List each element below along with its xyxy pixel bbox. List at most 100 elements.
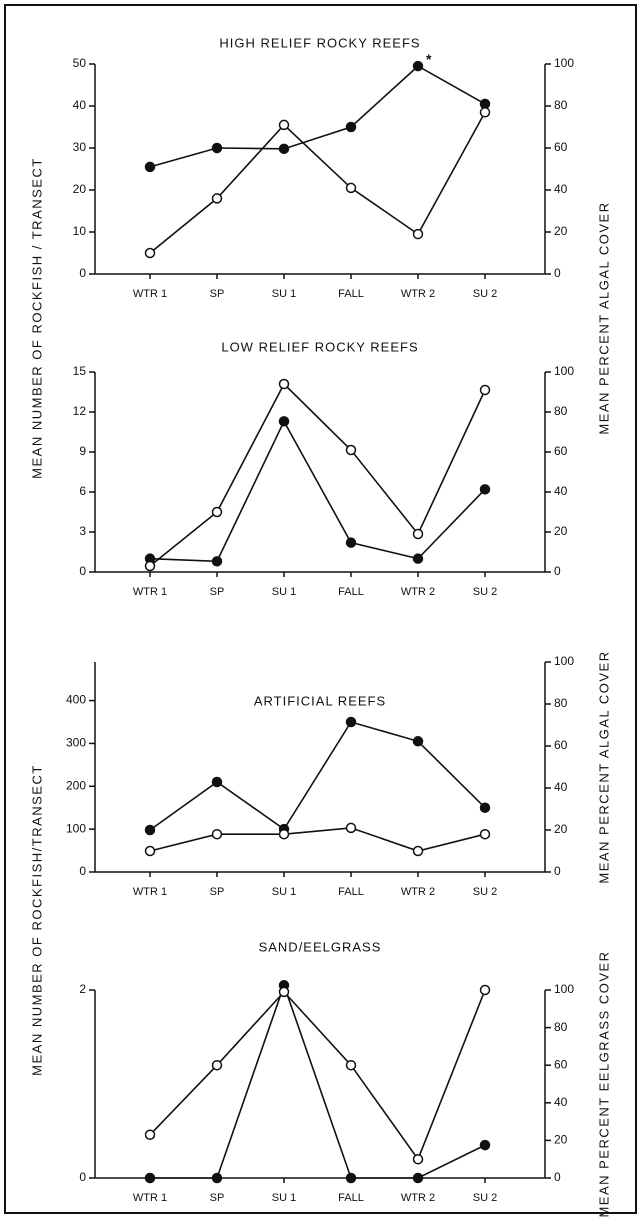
point: [144, 845, 156, 857]
x-tick-label: WTR 1: [133, 1192, 167, 1204]
series-line: [149, 419, 486, 563]
point: [144, 161, 156, 173]
point: [211, 506, 223, 518]
y-tick-label: 0: [79, 1170, 86, 1184]
y-tick-label: 0: [79, 564, 86, 578]
y2-axis-label: MEAN PERCENT EELGRASS COVER: [596, 950, 611, 1217]
point: [412, 228, 424, 240]
y-tick-label: 300: [66, 736, 86, 750]
y2-tick-label: 40: [554, 1095, 568, 1109]
x-tick-label: FALL: [338, 288, 364, 300]
y2-tick-label: 80: [554, 98, 568, 112]
y2-tick-label: 80: [554, 696, 568, 710]
y2-tick-label: 80: [554, 1020, 568, 1034]
point: [144, 247, 156, 259]
y-tick-label: 200: [66, 778, 86, 792]
y-tick-label: 9: [79, 444, 86, 458]
point: [278, 119, 290, 131]
series-line: [149, 827, 486, 852]
y-tick-label: 3: [79, 524, 86, 538]
x-tick-label: WTR 2: [401, 886, 435, 898]
y2-tick-label: 80: [554, 404, 568, 418]
y-axis-label: MEAN NUMBER OF ROCKFISH/TRANSECT: [29, 764, 44, 1076]
series-line: [149, 65, 486, 168]
chart-title: ARTIFICIAL REEFS: [254, 693, 386, 708]
point: [412, 1153, 424, 1165]
x-tick-label: FALL: [338, 1192, 364, 1204]
x-tick-label: WTR 2: [401, 1192, 435, 1204]
y-axis-label: MEAN NUMBER OF ROCKFISH / TRANSECT: [29, 157, 44, 479]
y-tick-label: 400: [66, 693, 86, 707]
chart-title: SAND/EELGRASS: [259, 939, 382, 954]
point: [479, 484, 491, 495]
y-tick-label: 40: [73, 98, 87, 112]
y2-tick-label: 100: [554, 654, 574, 668]
x-tick-label: SU 2: [473, 1192, 497, 1204]
x-tick-label: SU 1: [272, 886, 296, 898]
point: [345, 1059, 357, 1071]
point: [412, 1172, 424, 1184]
y2-tick-label: 60: [554, 140, 568, 154]
y-tick-label: 50: [73, 56, 87, 70]
x-tick-label: SU 2: [473, 288, 497, 300]
point: [479, 384, 491, 396]
y2-tick-label: 0: [554, 266, 561, 280]
y-tick-label: 0: [79, 864, 86, 878]
point: [278, 378, 290, 390]
frame: [4, 4, 637, 1214]
y2-tick-label: 40: [554, 484, 568, 498]
y2-tick-label: 0: [554, 1170, 561, 1184]
point: [211, 1172, 223, 1184]
x-tick-label: FALL: [338, 886, 364, 898]
y2-tick-label: 40: [554, 780, 568, 794]
point: [345, 1172, 357, 1184]
point: [412, 845, 424, 857]
y-tick-label: 100: [66, 821, 86, 835]
x-tick-label: WTR 1: [133, 288, 167, 300]
y2-tick-label: 100: [554, 364, 574, 378]
chart-title: LOW RELIEF ROCKY REEFS: [221, 339, 418, 354]
series-line: [149, 989, 486, 1161]
y-tick-label: 30: [73, 140, 87, 154]
point: [345, 716, 357, 728]
x-tick-label: SP: [210, 288, 225, 300]
series-line: [149, 382, 486, 567]
point: [211, 776, 223, 788]
y2-tick-label: 20: [554, 524, 568, 538]
point: [144, 560, 156, 572]
x-tick-label: SU 1: [272, 1192, 296, 1204]
x-tick-label: SU 1: [272, 586, 296, 598]
point: [144, 824, 156, 836]
y2-tick-label: 0: [554, 564, 561, 578]
y-tick-label: 12: [73, 404, 87, 418]
x-tick-label: SP: [210, 886, 225, 898]
point: [211, 556, 223, 567]
point: [144, 1172, 156, 1184]
point: [479, 802, 491, 813]
point: [278, 986, 290, 998]
x-tick-label: SP: [210, 586, 225, 598]
x-tick-label: SP: [210, 1192, 225, 1204]
y2-tick-label: 0: [554, 864, 561, 878]
x-tick-label: WTR 2: [401, 288, 435, 300]
series-line: [149, 111, 486, 254]
x-tick-label: SU 1: [272, 288, 296, 300]
y2-tick-label: 60: [554, 738, 568, 752]
point: [479, 984, 491, 996]
y2-tick-label: 40: [554, 182, 568, 196]
x-tick-label: SU 2: [473, 886, 497, 898]
point: [479, 1139, 491, 1151]
y2-tick-label: 60: [554, 444, 568, 458]
y2-axis-label: MEAN PERCENT ALGAL COVER: [596, 201, 611, 434]
point: [479, 828, 491, 840]
point: [345, 444, 357, 456]
chart-title: HIGH RELIEF ROCKY REEFS: [219, 35, 420, 50]
point: [479, 107, 491, 118]
y2-tick-label: 100: [554, 982, 574, 996]
series-line: [149, 721, 486, 831]
point: [345, 121, 357, 133]
point: [211, 142, 223, 154]
point: [345, 822, 357, 834]
y2-tick-label: 100: [554, 56, 574, 70]
